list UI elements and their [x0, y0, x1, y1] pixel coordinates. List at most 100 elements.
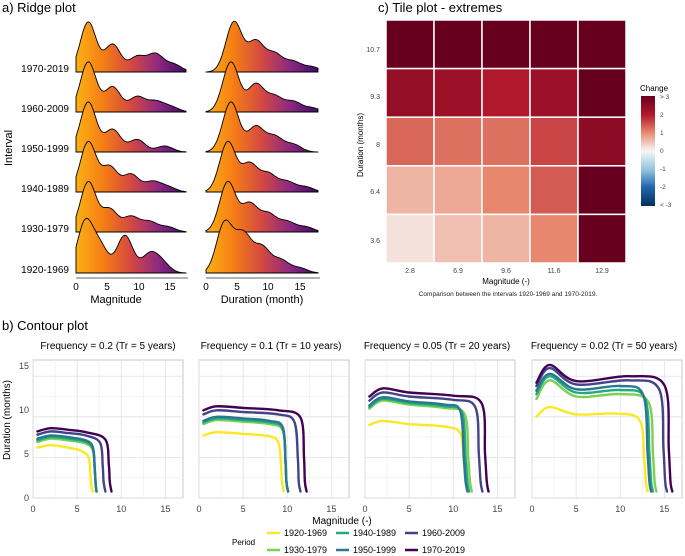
x-tick-label: 0: [203, 282, 209, 293]
y-tick-label: 15: [19, 361, 29, 371]
tile-caption: Comparison between the intervals 1920-19…: [419, 291, 598, 298]
contour-line-1950-1999: [368, 396, 469, 493]
ridge-density-1930-1979: [205, 180, 319, 233]
y-tick-label: 9.3: [370, 94, 380, 101]
legend-tick-label: < -3: [660, 202, 672, 209]
contour-facet: [32, 359, 184, 499]
tile-cell: [577, 116, 627, 167]
tile-xaxis: 2.8 6.9 9.6 11.6 12.9 Magnitude (-) Comp…: [405, 268, 609, 298]
contour-xaxis: 0 5 10 15 0 5 10 15 0 5 10 15 0 5 10 15: [30, 504, 669, 514]
ridge-duration-xaxis: 0 5 10 15 Duration (month): [203, 277, 320, 306]
ridge-magnitude-xaxis: 0 5 10 15 Magnitude: [73, 277, 188, 306]
ridge-interval-label: 1920-1969: [21, 265, 69, 276]
tile-cell: [481, 213, 531, 264]
x-tick-label: 5: [574, 504, 579, 514]
legend-item: 1940-1989: [336, 528, 396, 538]
x-tick-label: 5: [75, 504, 80, 514]
tile-cells: [385, 19, 627, 264]
tile-cell: [385, 165, 435, 216]
x-tick-label: 15: [659, 504, 669, 514]
tile-panel-title: c) Tile plot - extremes: [378, 0, 503, 15]
contour-facet-title: Frequency = 0.02 (Tr = 50 years): [531, 341, 677, 352]
ridge-density-1960-2009: [75, 61, 187, 113]
legend-label: 1960-2009: [422, 528, 465, 538]
contour-line-1930-1979: [535, 379, 658, 493]
ridge-panel-title: a) Ridge plot: [2, 0, 76, 15]
contour-legend: Period 1920-1969 1930-1979 1940-1989 195…: [232, 528, 465, 555]
x-tick-label: 6.9: [453, 268, 463, 275]
contour-facet-title: Frequency = 0.05 (Tr = 20 years): [364, 341, 510, 352]
x-tick-label: 15: [294, 282, 306, 293]
x-tick-label: 0: [196, 504, 201, 514]
ridge-density-1950-1999: [205, 101, 319, 153]
contour-ylabel: Duration (months): [2, 380, 13, 460]
contour-xlabel: Magnitude (-): [312, 516, 371, 527]
ridge-density-1970-2019: [205, 20, 319, 73]
contour-yaxis: 0 5 10 15: [19, 361, 29, 503]
legend-tick-label: -2: [660, 184, 666, 191]
contour-line-1920-1969: [36, 443, 95, 493]
tile-cell: [529, 165, 579, 216]
x-tick-label: 2.8: [405, 268, 415, 275]
legend-tick-label: 1: [660, 130, 664, 137]
contour-facet: [364, 359, 516, 499]
tile-cell: [385, 116, 435, 167]
x-tick-label: 0: [362, 504, 367, 514]
ridge-density-1970-2019: [75, 21, 187, 73]
x-tick-label: 15: [164, 282, 176, 293]
x-tick-label: 11.6: [547, 268, 560, 275]
x-tick-label: 0: [73, 282, 79, 293]
x-tick-label: 0: [30, 504, 35, 514]
ridge-magnitude-plot: [75, 21, 187, 274]
x-tick-label: 15: [160, 504, 170, 514]
contour-line-1960-2009: [202, 409, 302, 493]
y-tick-label: 3.6: [370, 238, 380, 245]
ridge-density-1920-1969: [75, 217, 187, 274]
y-tick-label: 0: [24, 493, 29, 503]
tile-xlabel: Magnitude (-): [482, 277, 530, 286]
y-tick-label: 5: [24, 449, 29, 459]
legend-label: 1950-1999: [353, 545, 396, 555]
ridge-duration-plot: [205, 20, 319, 274]
ridge-interval-labels: 1970-2019 1960-2009 1950-1999 1940-1989 …: [21, 64, 69, 276]
legend-item: 1950-1999: [336, 545, 396, 555]
legend-tick-label: -1: [660, 166, 666, 173]
contour-line-1960-2009: [535, 366, 669, 493]
contour-line-1950-1999: [36, 434, 98, 493]
x-tick-label: 15: [492, 504, 502, 514]
tile-ylabel: Duration (months): [356, 113, 365, 177]
ridge-duration-xlabel: Duration (month): [221, 294, 304, 306]
ridge-magnitude-xlabel: Magnitude: [90, 294, 141, 306]
y-tick-label: 8: [376, 142, 380, 149]
contour-line-1950-1999: [535, 372, 653, 493]
tile-cell: [433, 165, 483, 216]
ridge-density-1960-2009: [205, 61, 319, 113]
x-tick-label: 5: [241, 504, 246, 514]
ridge-density-1950-1999: [75, 101, 187, 153]
facet-frame: [198, 359, 350, 499]
tile-cell: [577, 213, 627, 264]
legend-item: 1930-1979: [267, 545, 327, 555]
legend-item: 1960-2009: [405, 528, 465, 538]
x-tick-label: 15: [326, 504, 336, 514]
x-tick-label: 10: [116, 504, 126, 514]
legend-tick-label: 2: [660, 112, 664, 119]
x-tick-label: 10: [615, 504, 625, 514]
x-tick-label: 10: [133, 282, 145, 293]
tile-cell: [433, 67, 483, 118]
contour-line-1920-1969: [535, 405, 649, 493]
ridge-density-1930-1979: [75, 180, 187, 233]
tile-cell: [577, 67, 627, 118]
legend-title: Period: [232, 538, 255, 547]
contour-facet-title: Frequency = 0.2 (Tr = 5 years): [40, 341, 175, 352]
x-tick-label: 10: [262, 282, 274, 293]
tile-cell: [433, 19, 483, 70]
tile-cell: [481, 116, 531, 167]
x-tick-label: 5: [234, 282, 240, 293]
x-tick-label: 10: [282, 504, 292, 514]
legend-colorbar: [641, 96, 655, 206]
contour-panel-title: b) Contour plot: [2, 318, 88, 333]
tile-cell: [385, 213, 435, 264]
contour-line-1970-2019: [36, 426, 113, 493]
legend-item: 1970-2019: [405, 545, 465, 555]
